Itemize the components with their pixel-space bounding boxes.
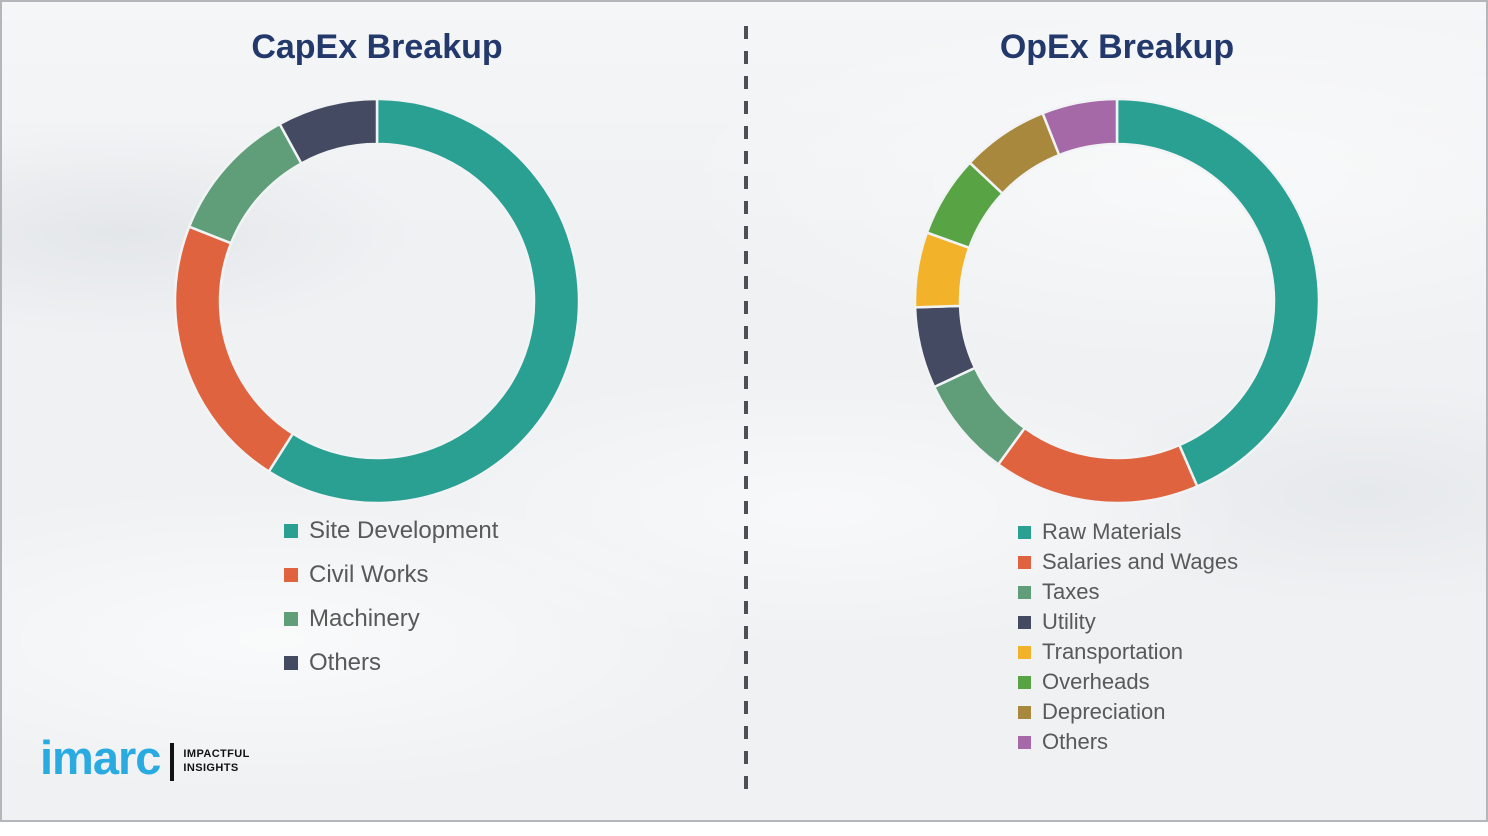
legend-item: Raw Materials [1018,517,1238,547]
legend-label: Taxes [1042,579,1100,604]
legend-item: Taxes [1018,577,1238,607]
legend-label: Salaries and Wages [1042,549,1239,574]
legend-item: Salaries and Wages [1018,547,1238,577]
legend-swatch [284,656,298,670]
logo-wordmark: imarc [40,731,161,784]
dashed-divider-line [744,26,748,794]
legend-swatch [1018,735,1031,749]
legend-item: Depreciation [1018,697,1238,727]
legend-label: Site Development [309,517,499,544]
legend-swatch [284,612,298,626]
legend-swatch [284,524,298,538]
donut-segment [267,97,581,505]
legend-item: Others [1018,727,1238,757]
legend-label: Civil Works [309,561,429,588]
legend-swatch [1018,615,1031,629]
opex-chart-title: OpEx Breakup [999,28,1235,66]
donut-segment [1115,97,1321,489]
legend-item: Utility [1018,607,1238,637]
legend-item: Transportation [1018,637,1238,667]
legend-swatch [1018,525,1031,539]
logo-tagline: IMPACTFUL INSIGHTS [183,748,249,776]
legend-swatch [1018,555,1031,569]
donut-segment [277,97,379,166]
legend-label: Machinery [309,605,420,632]
legend-label: Overheads [1042,669,1150,694]
donut-segment [173,225,295,474]
legend-label: Others [1042,729,1109,754]
legend-label: Utility [1042,609,1096,634]
logo-separator-bar [170,742,175,781]
logo-tagline-line1: IMPACTFUL [183,747,250,760]
capex-donut-chart [173,97,581,505]
legend-item: Site Development [284,509,498,553]
legend-label: Others [309,649,382,676]
donut-segment [996,426,1199,505]
legend-item: Machinery [284,597,498,641]
opex-legend: Raw Materials Salaries and Wages Taxes Util… [1018,517,1238,757]
donut-segment [187,122,304,245]
legend-item: Overheads [1018,667,1238,697]
legend-item: Others [284,641,498,685]
legend-swatch [1018,705,1031,719]
capex-legend: Site Development Civil Works Machinery Othe… [284,509,498,685]
legend-swatch [1018,645,1031,659]
imarc-logo: imarc IMPACTFUL INSIGHTS [40,734,250,785]
legend-label: Depreciation [1042,699,1166,724]
logo-tagline-line2: INSIGHTS [183,761,239,774]
capex-chart-title: CapEx Breakup [251,28,503,66]
opex-donut-chart [913,97,1321,505]
legend-swatch [1018,675,1031,689]
legend-swatch [284,568,298,582]
legend-label: Transportation [1042,639,1184,664]
legend-item: Civil Works [284,553,498,597]
legend-swatch [1018,585,1031,599]
legend-label: Raw Materials [1042,519,1182,544]
donut-segment [1041,97,1119,157]
